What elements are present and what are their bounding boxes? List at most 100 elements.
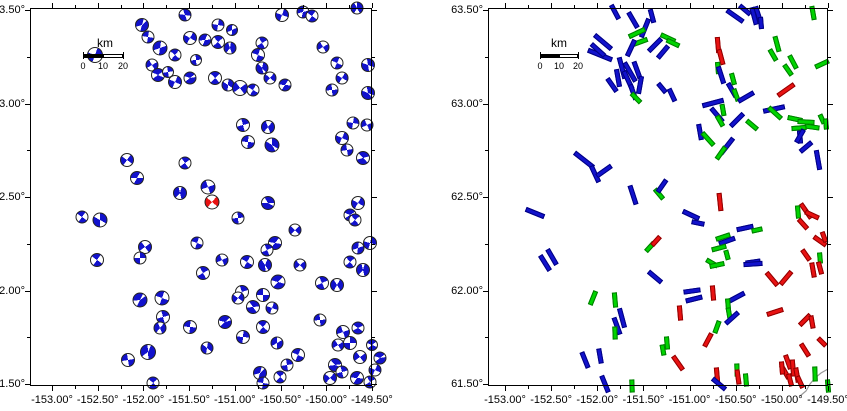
axis-tick xyxy=(485,337,488,339)
stress-orientation-bar-g xyxy=(812,366,818,382)
focal-mechanism-beachball xyxy=(200,341,214,355)
axis-tick xyxy=(828,290,833,292)
focal-mechanism-beachball xyxy=(92,212,108,228)
axis-tick xyxy=(828,150,831,152)
axis-tick xyxy=(485,150,488,152)
axis-tick xyxy=(485,56,488,58)
focal-mechanism-beachball xyxy=(256,288,270,302)
axis-tick xyxy=(689,3,691,8)
stress-orientation-bar-g xyxy=(742,373,750,387)
focal-mechanism-beachball xyxy=(168,75,182,89)
focal-mechanism-beachball xyxy=(261,120,275,134)
axis-tick xyxy=(74,386,76,389)
axis-tick xyxy=(551,3,553,8)
focal-mechanism-beachball xyxy=(273,370,287,384)
axis-tick xyxy=(257,386,259,389)
axis-tick xyxy=(372,243,375,245)
axis-tick xyxy=(27,337,30,339)
focal-mechanism-beachball xyxy=(343,255,357,269)
focal-mechanism-beachball xyxy=(335,71,349,85)
focal-mechanism-beachball xyxy=(198,33,212,47)
y-axis-tick-label: 63.50° xyxy=(0,4,25,16)
scale-bar-endcap xyxy=(123,52,124,59)
focal-mechanism-beachball xyxy=(135,18,149,32)
focal-mechanism-beachball xyxy=(200,179,216,195)
x-axis-tick-label: -153.00° xyxy=(31,394,73,406)
axis-tick xyxy=(372,10,377,11)
focal-mechanism-beachball xyxy=(356,151,370,165)
x-axis-tick-label: -150.50° xyxy=(714,394,757,406)
axis-tick xyxy=(643,3,645,8)
axis-tick xyxy=(828,243,831,245)
focal-mechanism-beachball xyxy=(120,153,134,167)
scale-bar-tick-label: 10 xyxy=(97,61,109,71)
focal-mechanism-beachball xyxy=(330,278,344,292)
x-axis-tick-label: -151.50° xyxy=(622,394,665,406)
scale-bar-tick-label: 20 xyxy=(572,61,584,71)
stress-orientation-bar-g xyxy=(663,336,671,350)
focal-mechanism-beachball xyxy=(335,365,349,379)
focal-mechanism-beachball xyxy=(75,210,89,224)
focal-mechanism-beachball xyxy=(218,315,232,329)
scale-bar-tick-label: 10 xyxy=(553,61,565,71)
axis-tick xyxy=(735,386,737,391)
axis-tick xyxy=(597,386,599,391)
focal-mechanism-beachball xyxy=(353,350,367,364)
axis-tick xyxy=(143,386,145,391)
focal-mechanism-beachball xyxy=(368,363,382,377)
axis-tick xyxy=(666,5,668,8)
axis-tick xyxy=(303,386,305,389)
axis-tick xyxy=(758,5,760,8)
focal-mechanism-beachball xyxy=(141,30,155,44)
stress-orientation-bar-r xyxy=(778,361,786,375)
focal-mechanism-beachball xyxy=(263,71,277,85)
focal-mechanism-beachball xyxy=(331,338,345,352)
axis-tick xyxy=(574,386,576,389)
focal-mechanism-beachball xyxy=(360,118,374,132)
focal-mechanism-beachball xyxy=(231,291,245,305)
focal-mechanism-beachball xyxy=(211,35,225,49)
axis-tick xyxy=(25,290,30,292)
focal-mechanism-beachball xyxy=(251,48,265,62)
axis-tick xyxy=(25,10,30,11)
axis-tick xyxy=(280,386,282,391)
focal-mechanism-beachball xyxy=(325,83,339,97)
axis-tick xyxy=(372,384,377,385)
axis-tick xyxy=(27,150,30,152)
axis-tick xyxy=(528,386,530,389)
x-axis-tick-label: -150.00° xyxy=(760,394,803,406)
axis-tick xyxy=(97,386,99,391)
focal-mechanism-beachball xyxy=(350,371,364,385)
axis-tick xyxy=(143,3,145,8)
axis-tick xyxy=(828,197,833,198)
focal-mechanism-beachball xyxy=(361,86,375,100)
axis-tick xyxy=(597,3,599,8)
focal-mechanism-beachball xyxy=(215,253,229,267)
scale-bar-tick-label: 0 xyxy=(80,61,86,71)
focal-mechanism-beachball xyxy=(256,320,270,334)
focal-mechanism-beachball xyxy=(130,171,144,185)
axis-tick xyxy=(620,5,622,8)
focal-mechanism-beachball xyxy=(316,40,330,54)
axis-tick xyxy=(666,386,668,389)
axis-tick xyxy=(371,386,373,391)
y-axis-tick-label: 62.00° xyxy=(451,284,483,297)
scale-bar-unit-label: km xyxy=(97,36,113,50)
focal-mechanism-beachball xyxy=(152,40,168,56)
focal-mechanism-beachball xyxy=(236,118,250,132)
axis-tick xyxy=(483,197,488,198)
focal-mechanism-beachball xyxy=(183,320,197,334)
y-axis-tick-label: 62.00° xyxy=(0,284,25,297)
focal-mechanism-beachball xyxy=(173,186,187,200)
focal-mechanism-beachball xyxy=(211,18,225,32)
focal-mechanism-beachball xyxy=(140,344,156,360)
focal-mechanism-beachball xyxy=(313,313,327,327)
focal-mechanism-beachball xyxy=(246,300,260,314)
focal-mechanism-beachball xyxy=(351,321,365,335)
focal-mechanism-beachball xyxy=(256,376,270,390)
focal-mechanism-beachball xyxy=(223,41,237,55)
axis-tick xyxy=(166,386,168,389)
y-axis-tick-label: 62.50° xyxy=(0,191,25,203)
axis-tick xyxy=(234,386,236,391)
